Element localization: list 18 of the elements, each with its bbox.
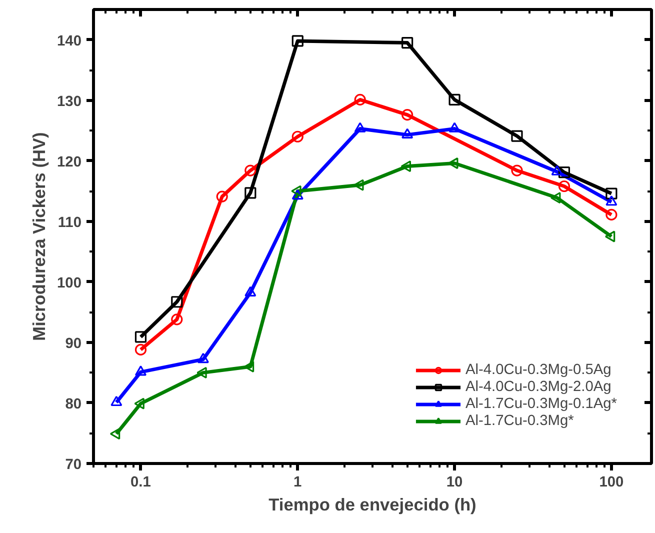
- legend-label: Al-1.7Cu-0.3Mg*: [465, 413, 574, 429]
- y-tick-label: 110: [58, 214, 82, 231]
- y-tick-label: 130: [57, 94, 82, 110]
- y-axis-title: Microdureza Vickers (HV): [29, 132, 50, 341]
- legend-label: Al-1.7Cu-0.3Mg-0.1Ag*: [465, 396, 617, 412]
- x-axis-title: Tiempo de envejecido (h): [268, 494, 476, 514]
- y-tick-label: 100: [57, 275, 82, 292]
- x-tick-label: 0.1: [130, 474, 151, 490]
- x-tick-label: 100: [599, 474, 624, 490]
- y-tick-label: 120: [57, 154, 82, 170]
- x-tick-label: 1: [294, 474, 302, 490]
- y-tick-label: 90: [65, 336, 82, 352]
- x-tick-label: 10: [446, 474, 463, 490]
- legend-label: Al-4.0Cu-0.3Mg-2.0Ag: [465, 379, 612, 395]
- y-tick-label: 140: [57, 33, 82, 50]
- legend-label: Al-4.0Cu-0.3Mg-0.5Ag: [465, 362, 612, 378]
- y-tick-label: 70: [65, 457, 82, 473]
- y-tick-label: 80: [65, 396, 82, 412]
